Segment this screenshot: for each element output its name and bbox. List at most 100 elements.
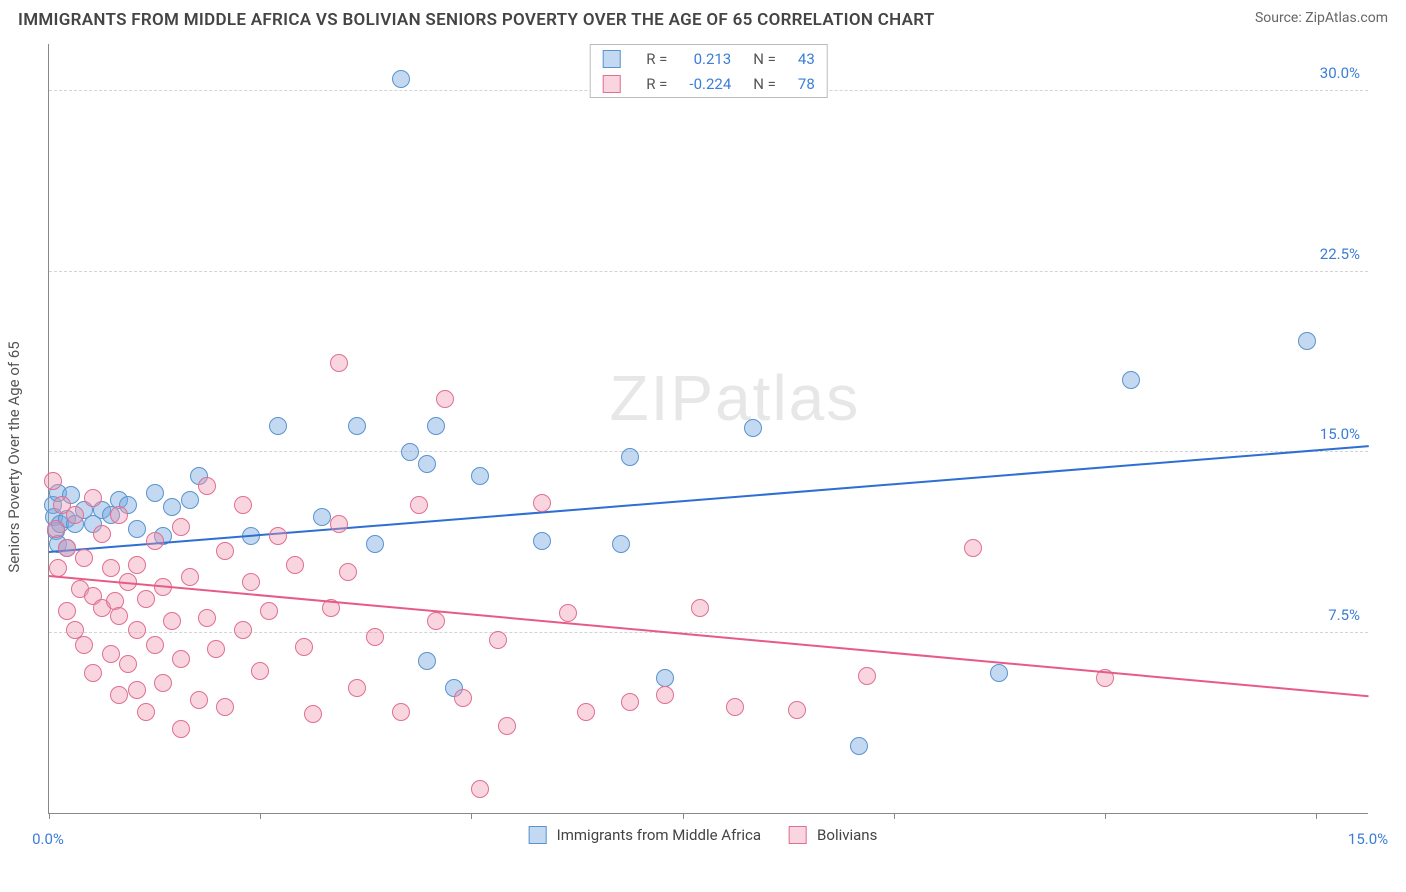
data-point [418,455,436,473]
y-tick-label: 30.0% [1320,64,1360,82]
data-point [471,780,489,798]
r-value: 0.213 [679,47,741,70]
data-point [612,535,630,553]
legend-swatch [529,826,547,844]
data-point [128,556,146,574]
data-point [102,645,120,663]
legend-row: R =0.213N =43 [592,47,825,70]
data-point [163,498,181,516]
data-point [656,669,674,687]
data-point [93,525,111,543]
data-point [313,508,331,526]
n-value: 43 [788,47,825,70]
data-point [242,573,260,591]
chart-container: Seniors Poverty Over the Age of 65 ZIPat… [0,36,1406,878]
legend-item: Bolivians [789,826,877,844]
data-point [427,612,445,630]
data-point [577,703,595,721]
n-label: N = [743,47,786,70]
data-point [858,667,876,685]
data-point [154,674,172,692]
y-tick-label: 22.5% [1320,245,1360,263]
chart-title: IMMIGRANTS FROM MIDDLE AFRICA VS BOLIVIA… [18,10,935,30]
data-point [269,527,287,545]
data-point [533,532,551,550]
data-point [146,484,164,502]
data-point [172,650,190,668]
x-tick [1316,813,1317,819]
legend-label: Bolivians [817,826,877,844]
n-label: N = [743,72,786,95]
data-point [304,705,322,723]
data-point [234,496,252,514]
data-point [366,535,384,553]
data-point [58,539,76,557]
x-tick [1105,813,1106,819]
data-point [128,681,146,699]
data-point [330,515,348,533]
source-link[interactable]: ZipAtlas.com [1305,10,1388,26]
y-tick-label: 7.5% [1328,606,1360,624]
data-point [454,689,472,707]
x-tick [894,813,895,819]
chart-header: IMMIGRANTS FROM MIDDLE AFRICA VS BOLIVIA… [0,0,1406,36]
data-point [286,556,304,574]
data-point [691,599,709,617]
r-label: R = [636,47,677,70]
data-point [330,354,348,372]
watermark: ZIPatlas [610,361,861,435]
data-point [119,655,137,673]
data-point [533,494,551,512]
data-point [181,491,199,509]
data-point [146,532,164,550]
data-point [850,737,868,755]
x-tick [471,813,472,819]
x-tick [260,813,261,819]
gridline [49,271,1368,272]
data-point [75,549,93,567]
data-point [146,636,164,654]
x-axis-label: 15.0% [1348,830,1388,848]
n-value: 78 [788,72,825,95]
data-point [47,520,65,538]
data-point [172,518,190,536]
data-point [49,559,67,577]
data-point [207,640,225,658]
data-point [75,636,93,654]
data-point [498,717,516,735]
source-label: Source: [1255,10,1305,26]
data-point [1298,332,1316,350]
data-point [172,720,190,738]
legend-label: Immigrants from Middle Africa [557,826,761,844]
correlation-legend: R =0.213N =43R =-0.224N =78 [589,44,828,98]
r-label: R = [636,72,677,95]
data-point [401,443,419,461]
data-point [110,607,128,625]
data-point [726,698,744,716]
data-point [128,621,146,639]
source-attribution: Source: ZipAtlas.com [1255,10,1388,26]
data-point [489,631,507,649]
legend-row: R =-0.224N =78 [592,72,825,95]
legend-item: Immigrants from Middle Africa [529,826,761,844]
data-point [137,590,155,608]
watermark-thin: atlas [715,362,860,434]
data-point [102,559,120,577]
watermark-bold: ZIP [610,362,716,434]
data-point [788,701,806,719]
data-point [163,612,181,630]
data-point [190,691,208,709]
data-point [366,628,384,646]
data-point [410,496,428,514]
legend-swatch [789,826,807,844]
data-point [436,390,454,408]
data-point [1122,371,1140,389]
data-point [392,70,410,88]
data-point [128,520,146,538]
gridline [49,451,1368,452]
data-point [110,506,128,524]
data-point [392,703,410,721]
data-point [964,539,982,557]
data-point [418,652,436,670]
plot-area: ZIPatlas R =0.213N =43R =-0.224N =78 7.5… [48,44,1368,814]
